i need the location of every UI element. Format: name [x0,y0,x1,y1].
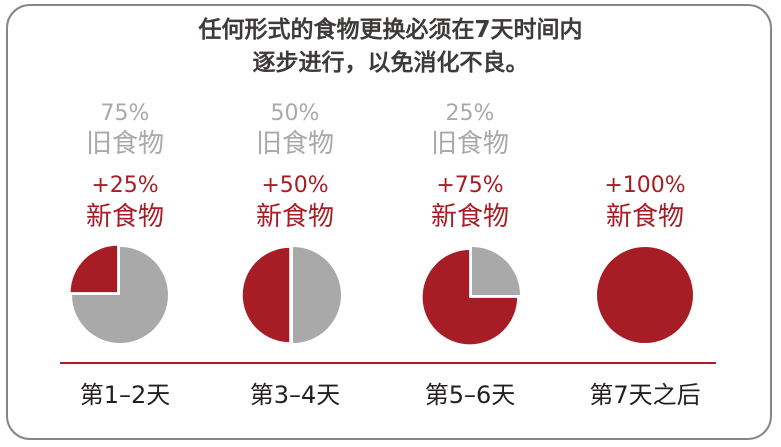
new-food-label: 新食物 [430,202,509,232]
pie-slice-new [69,244,119,294]
pie-slice-old [472,247,520,295]
pie-chart-stage-2 [238,240,348,350]
new-food-percent: +50% [261,173,329,198]
old-food-label [560,128,730,160]
old-food-percent [560,100,730,128]
stage-2: 50% 旧食物 +50% 新食物 [210,100,380,234]
pie-slice-old [293,247,341,343]
old-food-label: 旧食物 [85,129,164,159]
new-food-percent: +100% [604,173,686,198]
old-food-label: 旧食物 [430,129,509,159]
old-food-percent: 75% [100,101,150,126]
pie-chart-stage-1 [65,240,175,350]
divider-line [60,362,716,364]
content-frame [6,4,772,440]
new-food-percent: +75% [436,173,504,198]
pie-slice-new [421,248,519,346]
title: 任何形式的食物更换必须在7天时间内 逐步进行，以免消化不良。 [0,14,781,80]
old-food-label: 旧食物 [255,129,334,159]
new-food-label: 新食物 [605,202,684,232]
new-food-percent: +25% [91,173,159,198]
day-label-stage-3: 第5–6天 [424,381,516,409]
new-food-label: 新食物 [85,202,164,232]
old-food-percent: 50% [270,101,320,126]
title-line-1: 任何形式的食物更换必须在7天时间内 [198,17,583,43]
pie-chart-stage-3 [417,240,527,350]
stage-3: 25% 旧食物 +75% 新食物 [385,100,555,234]
day-label-stage-4: 第7天之后 [589,381,701,409]
pie-slice-old [72,247,168,343]
pie-chart-stage-4 [590,240,700,350]
day-label-stage-1: 第1–2天 [79,381,171,409]
old-food-percent: 25% [445,101,495,126]
pie-slice-new [241,246,291,344]
title-line-2: 逐步进行，以免消化不良。 [252,50,529,76]
new-food-label: 新食物 [255,202,334,232]
stage-1: 75% 旧食物 +25% 新食物 [40,100,210,234]
pie-slice-new [597,247,693,343]
day-label-stage-2: 第3–4天 [249,381,341,409]
stage-4: +100% 新食物 [560,100,730,234]
